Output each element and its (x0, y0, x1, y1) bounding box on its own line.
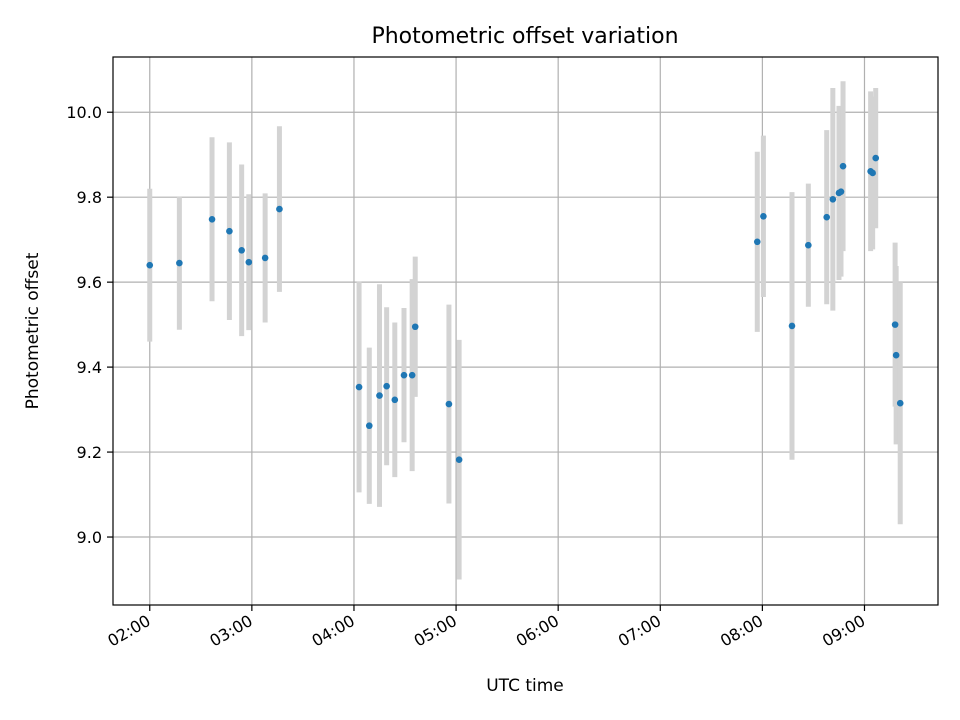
y-axis-label: Photometric offset (23, 252, 43, 409)
data-point (383, 382, 390, 390)
data-point (869, 169, 876, 177)
data-point (208, 215, 216, 223)
data-point (355, 383, 363, 391)
data-point (760, 213, 767, 220)
data-point (238, 246, 245, 254)
data-point (408, 371, 416, 379)
data-point (805, 241, 812, 249)
data-point (226, 227, 233, 235)
data-point (839, 162, 847, 170)
chart-title: Photometric offset variation (371, 24, 678, 49)
y-axis-ticks: 9.0 9.2 9.4 9.6 9.8 10.0 (66, 103, 113, 547)
y-tick-label: 9.8 (77, 188, 102, 207)
y-tick-label: 10.0 (66, 103, 102, 122)
data-point (245, 258, 253, 266)
data-point (872, 154, 880, 162)
data-point (445, 400, 453, 408)
data-point (376, 392, 383, 399)
data-point (788, 322, 796, 330)
data-point (391, 396, 399, 404)
data-point (176, 259, 183, 267)
data-point (276, 205, 283, 213)
y-tick-label: 9.2 (77, 443, 102, 462)
data-point (837, 188, 845, 195)
data-point (896, 399, 904, 407)
data-point (455, 456, 463, 464)
x-axis-label: UTC time (486, 676, 564, 696)
data-point (365, 422, 373, 430)
data-points (146, 154, 904, 464)
data-point (261, 254, 269, 262)
y-tick-label: 9.4 (77, 358, 102, 377)
data-point (411, 323, 419, 331)
grid-lines (113, 57, 938, 605)
data-point (753, 238, 761, 246)
data-point (146, 261, 154, 269)
data-point (823, 213, 831, 221)
y-tick-label: 9.6 (77, 273, 102, 292)
data-point (400, 371, 408, 379)
plot-frame (112, 56, 939, 606)
data-point (892, 351, 900, 359)
y-tick-label: 9.0 (77, 528, 102, 547)
data-point (829, 196, 837, 203)
data-point (891, 321, 899, 328)
